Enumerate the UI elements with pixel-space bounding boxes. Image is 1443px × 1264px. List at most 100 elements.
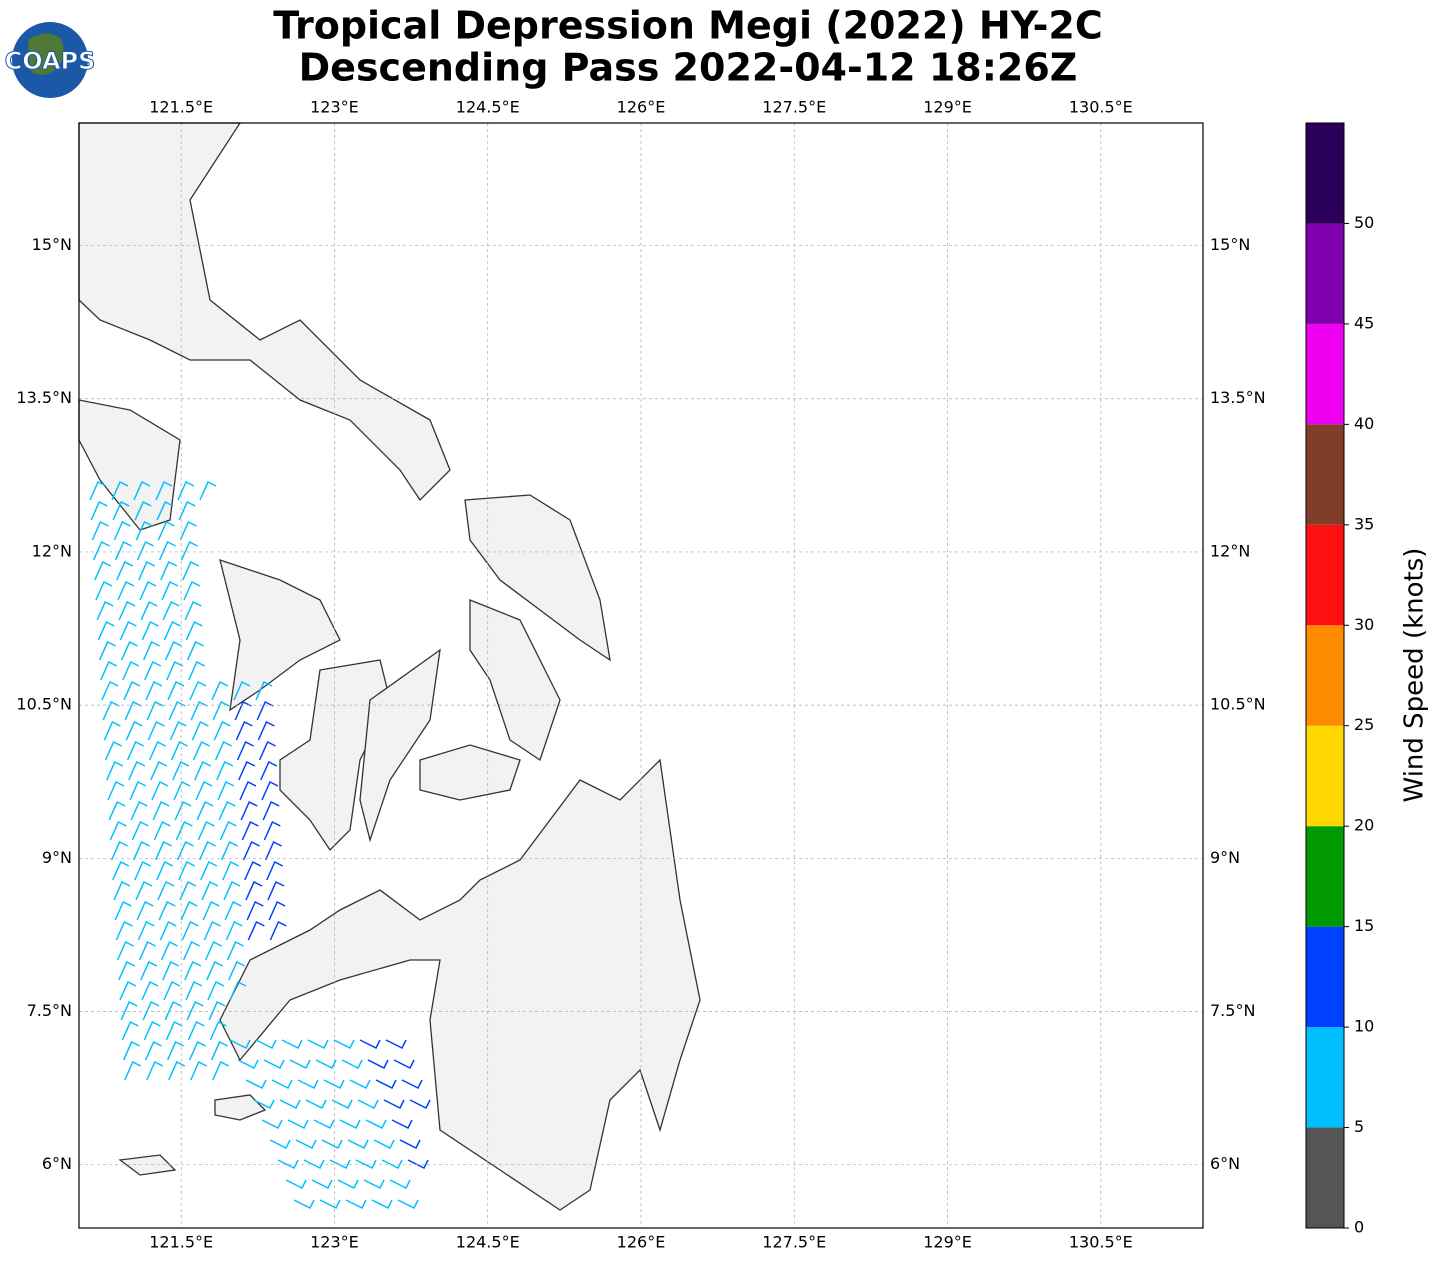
wind-barb xyxy=(200,860,218,881)
wind-barb xyxy=(134,860,152,881)
lon-tick-label: 126°E xyxy=(617,98,666,117)
wind-barb xyxy=(119,620,137,641)
lat-tick-label: 12°N xyxy=(1210,541,1250,560)
wind-barb xyxy=(170,740,188,761)
wind-barb xyxy=(166,660,184,681)
wind-barb xyxy=(359,1039,381,1050)
wind-barb xyxy=(182,560,200,581)
wind-barb xyxy=(184,600,202,621)
lon-tick-label: 124.5°E xyxy=(456,1233,520,1252)
land-shape xyxy=(359,648,441,843)
wind-barb xyxy=(164,640,182,661)
wind-barb xyxy=(151,780,169,801)
wind-barb xyxy=(186,640,204,661)
wind-barb xyxy=(145,680,163,701)
wind-barb xyxy=(121,1020,139,1041)
colorbar-bin xyxy=(1306,625,1344,726)
wind-barb xyxy=(135,520,153,541)
wind-barb xyxy=(107,780,125,801)
colorbar-bin xyxy=(1306,1127,1344,1228)
colorbar-tick-label: 50 xyxy=(1354,213,1374,232)
wind-barb xyxy=(229,1039,251,1050)
wind-barb xyxy=(355,1159,377,1170)
wind-barb xyxy=(139,580,157,601)
wind-barb xyxy=(239,780,257,801)
wind-barb xyxy=(333,1039,355,1050)
wind-barb xyxy=(115,920,133,941)
colorbar-bin xyxy=(1306,424,1344,525)
colorbar-bin xyxy=(1306,725,1344,827)
wind-barb xyxy=(156,500,174,521)
wind-barb xyxy=(246,900,264,921)
wind-barb xyxy=(168,700,186,721)
wind-barb xyxy=(102,700,120,721)
wind-barb xyxy=(222,860,240,881)
wind-barb xyxy=(195,780,213,801)
wind-barb xyxy=(365,1119,387,1130)
wind-barb xyxy=(236,740,254,761)
wind-barb xyxy=(112,860,130,881)
wind-barb xyxy=(163,980,181,1001)
wind-barb xyxy=(108,800,126,821)
wind-barb xyxy=(373,1139,395,1150)
wind-barb xyxy=(98,640,116,661)
lon-tick-label: 127.5°E xyxy=(762,1233,826,1252)
wind-barb xyxy=(234,700,252,721)
wind-barb xyxy=(169,720,187,741)
wind-barb xyxy=(155,480,173,501)
wind-barb xyxy=(311,1179,333,1190)
wind-barb xyxy=(277,1159,299,1170)
wind-barb xyxy=(114,900,132,921)
wind-barb xyxy=(285,1179,307,1190)
colorbar-bin xyxy=(1306,223,1344,324)
lat-tick-label: 15°N xyxy=(32,235,72,254)
wind-barb xyxy=(141,620,159,641)
lon-tick-label: 121.5°E xyxy=(149,98,213,117)
wind-barb xyxy=(371,1199,393,1210)
wind-barb xyxy=(267,880,285,901)
colorbar-bin xyxy=(1306,524,1344,626)
wind-barb xyxy=(146,700,164,721)
wind-barb xyxy=(208,1000,226,1021)
wind-barb xyxy=(255,680,273,701)
wind-barb xyxy=(242,840,260,861)
wind-barb xyxy=(128,760,146,781)
wind-barb xyxy=(409,1099,431,1110)
wind-barb xyxy=(94,560,112,581)
wind-barb xyxy=(315,1059,337,1070)
wind-barb xyxy=(109,820,127,841)
land-shape xyxy=(279,659,391,852)
wind-barb xyxy=(150,760,168,781)
colorbar-tick-label: 5 xyxy=(1354,1117,1364,1136)
wind-barb xyxy=(258,740,276,761)
land-shape xyxy=(419,744,521,801)
wind-barb xyxy=(100,660,118,681)
wind-barb xyxy=(147,720,165,741)
wind-barb xyxy=(163,620,181,641)
lon-tick-label: 124.5°E xyxy=(456,98,520,117)
wind-barb xyxy=(307,1039,329,1050)
wind-barb xyxy=(120,1000,138,1021)
wind-barb xyxy=(136,540,154,561)
map-frame xyxy=(78,122,1204,1229)
wind-barbs xyxy=(89,480,431,1210)
wind-barb xyxy=(120,640,138,661)
wind-barb xyxy=(124,1060,142,1081)
colorbar-bin xyxy=(1306,323,1344,425)
wind-barb xyxy=(175,820,193,841)
wind-barb xyxy=(264,840,282,861)
lat-tick-label: 7.5°N xyxy=(1210,1001,1255,1020)
wind-barb xyxy=(216,760,234,781)
lat-tick-label: 10.5°N xyxy=(1210,695,1266,714)
wind-barb xyxy=(257,720,275,741)
wind-barb xyxy=(209,1020,227,1041)
wind-barb xyxy=(241,820,259,841)
wind-barb xyxy=(207,980,225,1001)
wind-barb xyxy=(117,580,135,601)
wind-barb xyxy=(144,660,162,681)
colorbar-label: Wind Speed (knots) xyxy=(1400,548,1430,803)
wind-barb xyxy=(293,1199,315,1210)
lat-tick-label: 12°N xyxy=(32,541,72,560)
wind-barb xyxy=(260,760,278,781)
colorbar-bin xyxy=(1306,1027,1344,1128)
